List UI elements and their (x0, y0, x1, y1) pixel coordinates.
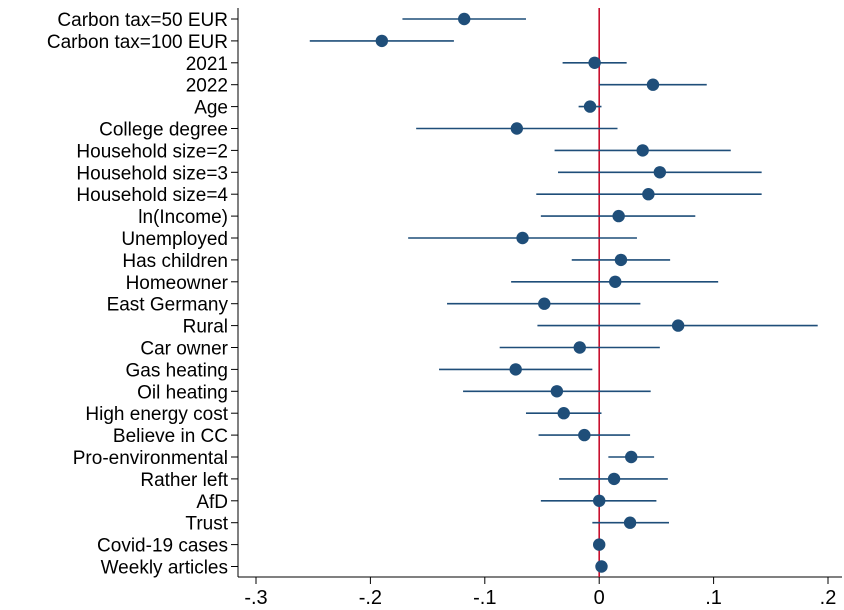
point-estimate (509, 363, 522, 376)
y-category-label: Household size=4 (76, 185, 228, 206)
y-category-label: Covid-19 cases (97, 536, 228, 557)
point-estimate (593, 538, 606, 551)
x-tick-label: .2 (820, 587, 837, 609)
point-estimate (623, 516, 637, 529)
point-estimate (671, 319, 685, 332)
point-estimate (593, 494, 606, 507)
point-estimate (550, 385, 564, 398)
x-tick-label: .1 (705, 587, 722, 609)
y-category-label: 2022 (186, 76, 228, 97)
y-category-label: Unemployed (121, 229, 228, 250)
y-category-label: Pro-environmental (73, 448, 228, 469)
point-estimate (573, 341, 586, 354)
y-category-label: Household size=3 (76, 163, 228, 184)
y-category-label: College degree (99, 120, 228, 141)
y-category-label: AfD (196, 492, 228, 513)
point-estimate (636, 144, 649, 157)
y-category-label: Weekly articles (101, 558, 228, 579)
y-category-label: Homeowner (126, 273, 229, 294)
x-tick-label: -.1 (473, 587, 496, 609)
point-estimate (646, 78, 660, 91)
point-estimate (595, 560, 608, 573)
y-category-label: ln(Income) (138, 207, 228, 228)
y-category-label: 2021 (186, 54, 228, 75)
y-category-label: Carbon tax=100 EUR (47, 32, 228, 53)
point-estimate (583, 100, 597, 113)
x-tick-label: -.2 (359, 587, 382, 609)
point-estimate (653, 166, 667, 179)
y-category-label: Car owner (140, 339, 228, 360)
y-category-label: High energy cost (85, 404, 228, 425)
y-category-label: Has children (122, 251, 228, 272)
point-estimate (557, 407, 570, 420)
y-category-label: Rather left (140, 470, 228, 491)
point-estimate (375, 34, 389, 48)
point-estimate (607, 472, 621, 486)
point-estimate (609, 275, 622, 288)
point-estimate (642, 188, 655, 201)
point-estimate (588, 56, 601, 69)
y-category-label: East Germany (107, 295, 229, 316)
y-category-label: Trust (185, 514, 228, 535)
point-estimate (578, 428, 591, 442)
y-category-label: Gas heating (126, 360, 228, 381)
y-category-label: Age (194, 98, 228, 119)
y-category-label: Carbon tax=50 EUR (57, 10, 228, 31)
point-estimate (625, 450, 638, 464)
y-category-label: Believe in CC (113, 426, 228, 447)
y-category-label: Rural (183, 317, 228, 338)
point-estimate (612, 209, 625, 223)
y-category-label: Household size=2 (76, 141, 228, 162)
y-category-label: Oil heating (137, 382, 228, 403)
point-estimate (510, 122, 524, 135)
point-estimate (614, 253, 628, 267)
point-estimate (516, 231, 529, 245)
x-tick-label: -.3 (244, 587, 267, 609)
point-estimate (458, 12, 471, 26)
x-tick-label: 0 (594, 587, 605, 609)
point-estimate (538, 297, 551, 310)
